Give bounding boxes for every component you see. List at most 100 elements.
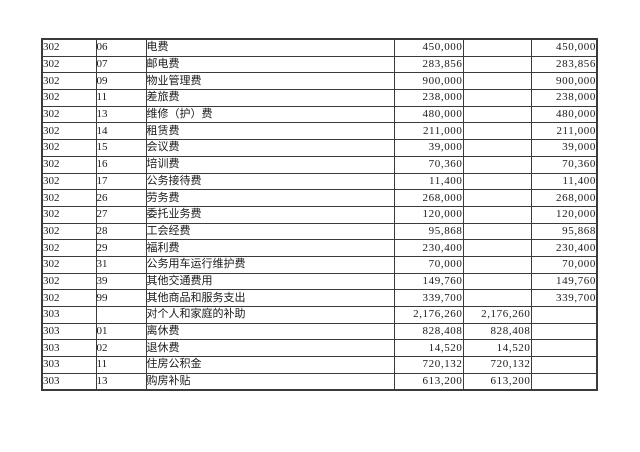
cell-amount-col3: [530, 306, 598, 324]
cell-sub-code: 02: [95, 339, 147, 358]
cell-item-name: 公务接待费: [145, 172, 395, 191]
cell-item-name: 差旅费: [145, 89, 395, 107]
cell-amount-col1: 70,000: [393, 255, 464, 274]
cell-amount-col3: 11,400: [530, 172, 598, 191]
cell-amount-col2: [462, 222, 532, 241]
cell-item-name: 委托业务费: [145, 205, 395, 224]
cell-economic-code: 302: [41, 105, 97, 124]
cell-item-name: 维修（护）费: [145, 105, 395, 124]
cell-economic-code: 303: [41, 306, 97, 324]
cell-item-name: 公务用车运行维护费: [145, 255, 395, 274]
cell-item-name: 培训费: [145, 155, 395, 174]
cell-item-name: 邮电费: [145, 55, 395, 74]
cell-amount-col3: 339,700: [530, 289, 598, 307]
expense-table-body: 302 06 电费 450,000 450,000 302 07 邮电费 283,856 283,…: [41, 38, 598, 391]
cell-amount-col1: 11,400: [393, 172, 464, 191]
cell-economic-code: 303: [41, 339, 97, 358]
cell-sub-code: 16: [95, 155, 147, 174]
expense-table: 302 06 电费 450,000 450,000 302 07 邮电费 283,856 283,…: [41, 38, 598, 392]
cell-amount-col1: 211,000: [393, 122, 464, 141]
cell-economic-code: 302: [41, 38, 97, 57]
cell-amount-col3: 238,000: [530, 89, 598, 107]
cell-sub-code: 29: [95, 239, 147, 257]
cell-sub-code: 27: [95, 205, 147, 224]
cell-amount-col3: [530, 372, 598, 391]
cell-amount-col3: [530, 322, 598, 341]
cell-sub-code: 99: [95, 289, 147, 307]
cell-amount-col1: 149,760: [393, 272, 464, 291]
cell-item-name: 其他交通费用: [145, 272, 395, 291]
table-row: 303 02 退休费 14,520 14,520: [41, 339, 598, 358]
cell-sub-code: [95, 306, 147, 324]
cell-amount-col2: 720,132: [462, 356, 532, 374]
cell-economic-code: 302: [41, 189, 97, 207]
cell-amount-col3: 95,868: [530, 222, 598, 241]
cell-sub-code: 07: [95, 55, 147, 74]
table-row: 302 15 会议费 39,000 39,000: [41, 139, 598, 157]
cell-amount-col3: 283,856: [530, 55, 598, 74]
cell-economic-code: 303: [41, 322, 97, 341]
cell-amount-col1: 480,000: [393, 105, 464, 124]
table-row: 303 对个人和家庭的补助 2,176,260 2,176,260: [41, 306, 598, 324]
cell-item-name: 工会经费: [145, 222, 395, 241]
cell-item-name: 电费: [145, 38, 395, 57]
cell-sub-code: 13: [95, 372, 147, 391]
table-row: 303 01 离休费 828,408 828,408: [41, 322, 598, 341]
cell-economic-code: 302: [41, 239, 97, 257]
cell-economic-code: 302: [41, 89, 97, 107]
table-row: 302 39 其他交通费用 149,760 149,760: [41, 272, 598, 291]
cell-item-name: 购房补贴: [145, 372, 395, 391]
cell-sub-code: 06: [95, 38, 147, 57]
cell-amount-col2: [462, 189, 532, 207]
cell-amount-col1: 268,000: [393, 189, 464, 207]
table-row: 302 99 其他商品和服务支出 339,700 339,700: [41, 289, 598, 307]
cell-amount-col3: 268,000: [530, 189, 598, 207]
cell-amount-col1: 230,400: [393, 239, 464, 257]
cell-item-name: 住房公积金: [145, 356, 395, 374]
cell-amount-col1: 14,520: [393, 339, 464, 358]
cell-amount-col2: 613,200: [462, 372, 532, 391]
cell-economic-code: 302: [41, 222, 97, 241]
cell-amount-col1: 39,000: [393, 139, 464, 157]
cell-amount-col3: 480,000: [530, 105, 598, 124]
table-row: 302 16 培训费 70,360 70,360: [41, 155, 598, 174]
table-row: 303 13 购房补贴 613,200 613,200: [41, 372, 598, 391]
cell-amount-col2: [462, 239, 532, 257]
cell-amount-col1: 120,000: [393, 205, 464, 224]
table-row: 302 13 维修（护）费 480,000 480,000: [41, 105, 598, 124]
cell-amount-col1: 2,176,260: [393, 306, 464, 324]
cell-sub-code: 39: [95, 272, 147, 291]
cell-economic-code: 302: [41, 272, 97, 291]
cell-amount-col2: 2,176,260: [462, 306, 532, 324]
cell-amount-col1: 283,856: [393, 55, 464, 74]
cell-sub-code: 28: [95, 222, 147, 241]
cell-amount-col3: [530, 356, 598, 374]
cell-item-name: 对个人和家庭的补助: [145, 306, 395, 324]
cell-sub-code: 31: [95, 255, 147, 274]
cell-amount-col2: [462, 172, 532, 191]
table-row: 302 17 公务接待费 11,400 11,400: [41, 172, 598, 191]
cell-amount-col1: 95,868: [393, 222, 464, 241]
cell-amount-col2: [462, 72, 532, 91]
cell-economic-code: 302: [41, 122, 97, 141]
cell-item-name: 租赁费: [145, 122, 395, 141]
cell-item-name: 物业管理费: [145, 72, 395, 91]
cell-amount-col2: 14,520: [462, 339, 532, 358]
cell-economic-code: 302: [41, 139, 97, 157]
cell-sub-code: 09: [95, 72, 147, 91]
cell-sub-code: 17: [95, 172, 147, 191]
cell-amount-col3: 230,400: [530, 239, 598, 257]
cell-economic-code: 302: [41, 205, 97, 224]
cell-amount-col2: [462, 55, 532, 74]
cell-amount-col3: 211,000: [530, 122, 598, 141]
cell-amount-col1: 828,408: [393, 322, 464, 341]
cell-sub-code: 15: [95, 139, 147, 157]
cell-item-name: 退休费: [145, 339, 395, 358]
cell-amount-col1: 613,200: [393, 372, 464, 391]
cell-economic-code: 302: [41, 172, 97, 191]
cell-sub-code: 26: [95, 189, 147, 207]
table-row: 302 31 公务用车运行维护费 70,000 70,000: [41, 255, 598, 274]
cell-economic-code: 302: [41, 155, 97, 174]
cell-amount-col3: 450,000: [530, 38, 598, 57]
